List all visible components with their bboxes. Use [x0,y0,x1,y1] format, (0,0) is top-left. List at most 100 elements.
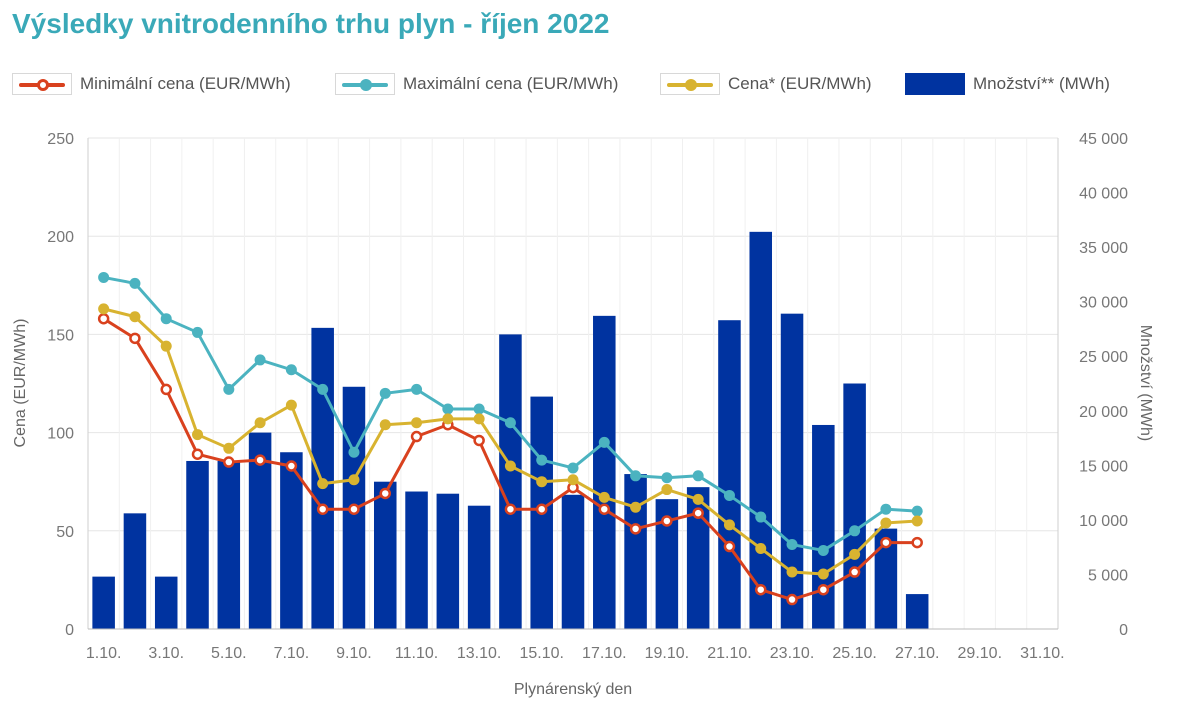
point-cena[interactable] [411,417,423,429]
point-maximln[interactable] [786,539,798,551]
point-cena[interactable] [317,478,329,490]
point-minimln[interactable] [285,460,298,472]
point-minimln[interactable] [817,583,830,596]
bar-volume[interactable] [843,383,866,630]
point-minimln[interactable] [254,454,266,466]
bar-volume[interactable] [686,487,710,629]
point-maximln[interactable] [911,505,923,517]
point-cena[interactable] [129,311,141,323]
point-minimln[interactable] [911,536,923,549]
point-minimln[interactable] [880,536,892,549]
point-maximln[interactable] [129,277,141,289]
bar-volume[interactable] [123,513,147,629]
point-maximln[interactable] [348,446,360,458]
point-cena[interactable] [160,340,172,352]
point-minimln[interactable] [473,434,485,447]
point-minimln[interactable] [598,503,611,515]
point-minimln[interactable] [223,456,235,468]
point-minimln[interactable] [348,503,360,515]
bar-volume[interactable] [718,320,741,629]
point-cena[interactable] [98,303,110,315]
point-minimln[interactable] [848,566,861,578]
point-maximln[interactable] [504,417,516,429]
point-cena[interactable] [911,515,923,527]
bar-volume[interactable] [92,576,115,629]
point-minimln[interactable] [410,430,423,443]
point-maximln[interactable] [661,472,673,484]
point-minimln[interactable] [97,312,110,325]
point-cena[interactable] [504,460,516,472]
point-minimln[interactable] [160,383,172,396]
point-maximln[interactable] [285,364,297,376]
bar-volume[interactable] [405,491,428,629]
point-minimln[interactable] [129,332,141,345]
point-cena[interactable] [379,419,391,431]
point-maximln[interactable] [630,470,642,482]
point-cena[interactable] [223,442,235,454]
bar-volume[interactable] [186,460,209,629]
bar-volume[interactable] [812,424,835,629]
point-minimln[interactable] [535,503,548,515]
point-maximln[interactable] [755,511,767,523]
bar-volume[interactable] [499,334,522,629]
bar-volume[interactable] [874,528,898,629]
point-maximln[interactable] [98,271,110,283]
point-minimln[interactable] [723,540,736,553]
point-maximln[interactable] [411,383,423,395]
bar-volume[interactable] [154,576,178,629]
point-cena[interactable] [473,413,485,425]
point-cena[interactable] [348,474,360,486]
bar-volume[interactable] [561,494,585,629]
legend-item-volume[interactable]: Množství** (MWh) [905,66,1110,102]
bar-volume[interactable] [780,313,804,629]
point-maximln[interactable] [536,454,548,466]
point-minimln[interactable] [379,487,392,500]
point-minimln[interactable] [692,507,704,519]
point-minimln[interactable] [754,583,767,596]
legend-item-max-price[interactable]: Maximální cena (EUR/MWh) [335,66,618,102]
point-cena[interactable] [598,491,610,503]
point-maximln[interactable] [723,489,735,501]
bar-volume[interactable] [624,474,647,629]
point-cena[interactable] [285,399,297,411]
point-maximln[interactable] [692,470,704,482]
point-minimln[interactable] [504,503,517,515]
point-cena[interactable] [630,501,642,513]
bar-volume[interactable] [217,460,241,629]
point-maximln[interactable] [567,462,579,474]
point-cena[interactable] [661,484,673,496]
point-minimln[interactable] [661,515,673,527]
point-minimln[interactable] [191,448,204,460]
point-cena[interactable] [536,476,548,488]
bar-volume[interactable] [905,594,929,629]
point-cena[interactable] [786,566,798,578]
point-minimln[interactable] [316,503,329,515]
point-maximln[interactable] [880,503,892,515]
point-maximln[interactable] [254,354,266,366]
point-cena[interactable] [254,417,266,429]
point-cena[interactable] [692,493,704,505]
point-maximln[interactable] [849,525,861,537]
point-maximln[interactable] [160,313,172,325]
point-cena[interactable] [817,568,829,580]
point-cena[interactable] [723,519,735,531]
bar-volume[interactable] [248,432,272,629]
point-cena[interactable] [192,429,204,441]
point-maximln[interactable] [379,387,391,399]
bar-volume[interactable] [655,499,679,629]
bar-volume[interactable] [749,231,773,629]
bar-volume[interactable] [467,505,491,629]
point-cena[interactable] [442,413,454,425]
point-maximln[interactable] [442,403,454,415]
point-cena[interactable] [880,517,892,529]
point-maximln[interactable] [192,326,204,338]
bar-volume[interactable] [373,481,397,629]
point-maximln[interactable] [473,403,485,415]
legend-item-min-price[interactable]: Minimální cena (EUR/MWh) [12,66,291,102]
point-minimln[interactable] [629,523,642,535]
point-cena[interactable] [755,542,767,554]
legend-item-price[interactable]: Cena* (EUR/MWh) [660,66,872,102]
bar-volume[interactable] [593,315,616,629]
point-maximln[interactable] [223,383,235,395]
bar-volume[interactable] [436,493,460,629]
